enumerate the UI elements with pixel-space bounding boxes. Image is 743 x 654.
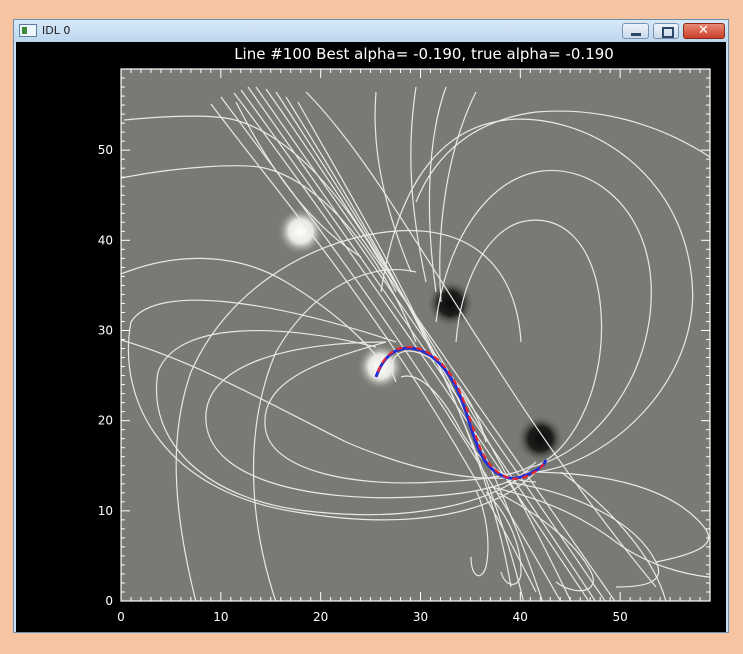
field-line (505, 481, 660, 588)
best-fit-curve (376, 346, 546, 480)
x-tick-label: 0 (117, 610, 125, 624)
x-tick-label: 10 (213, 610, 228, 624)
negative-source-blob (516, 414, 565, 463)
x-tick-label: 50 (613, 610, 628, 624)
field-line (156, 329, 522, 516)
field-line (305, 91, 657, 588)
positive-source-blob (276, 207, 325, 256)
window-titlebar[interactable]: IDL 0 (14, 20, 728, 42)
field-line (175, 230, 522, 601)
field-line (264, 341, 537, 484)
y-tick-label: 20 (98, 414, 113, 428)
x-tick-label: 30 (413, 610, 428, 624)
idl-app-icon (19, 24, 37, 37)
true-loop-curve (374, 346, 548, 480)
field-line (410, 86, 427, 283)
loop-fit-curves (374, 346, 548, 480)
field-line (235, 101, 362, 258)
field-line (121, 257, 382, 363)
idl-window: IDL 0 Line #100 Best alpha= -0.190, true (13, 19, 729, 633)
field-line (485, 491, 522, 585)
maximize-button[interactable] (653, 23, 679, 39)
field-line (247, 86, 606, 601)
field-lines (121, 86, 710, 601)
field-line (233, 92, 590, 601)
plot-canvas: Line #100 Best alpha= -0.190, true alpha… (16, 42, 726, 632)
field-line (380, 118, 694, 473)
field-line (428, 86, 447, 293)
field-line (220, 96, 562, 601)
plot-svg: Line #100 Best alpha= -0.190, true alpha… (98, 45, 711, 624)
plot-title: Line #100 Best alpha= -0.190, true alpha… (234, 45, 614, 63)
field-line (205, 341, 532, 499)
field-line (439, 91, 477, 303)
field-line (455, 219, 603, 466)
y-tick-label: 50 (98, 143, 113, 157)
field-line (435, 170, 652, 468)
y-tick-label: 0 (105, 594, 113, 608)
field-line (490, 486, 710, 578)
field-line (470, 489, 489, 577)
window-title: IDL 0 (42, 24, 71, 37)
field-line (525, 471, 710, 563)
field-line (123, 115, 397, 293)
field-line (495, 491, 594, 592)
y-tick-label: 10 (98, 504, 113, 518)
minimize-button[interactable] (622, 23, 649, 39)
close-button[interactable] (683, 23, 725, 39)
axis-frame (120, 68, 711, 602)
y-tick-label: 40 (98, 233, 113, 247)
field-line (210, 103, 537, 593)
field-line (391, 350, 487, 443)
x-tick-label: 20 (313, 610, 328, 624)
field-line (240, 89, 597, 601)
y-tick-label: 30 (98, 323, 113, 337)
field-line (374, 91, 412, 273)
plot-axes: 0 10 20 30 40 50 0 10 20 30 40 50 (98, 68, 711, 624)
field-line (121, 339, 517, 479)
field-line (275, 91, 543, 601)
field-line (560, 471, 667, 601)
field-line (415, 110, 710, 203)
x-tick-label: 40 (513, 610, 528, 624)
field-line (121, 165, 417, 343)
field-line (252, 269, 417, 601)
field-line (127, 299, 537, 521)
